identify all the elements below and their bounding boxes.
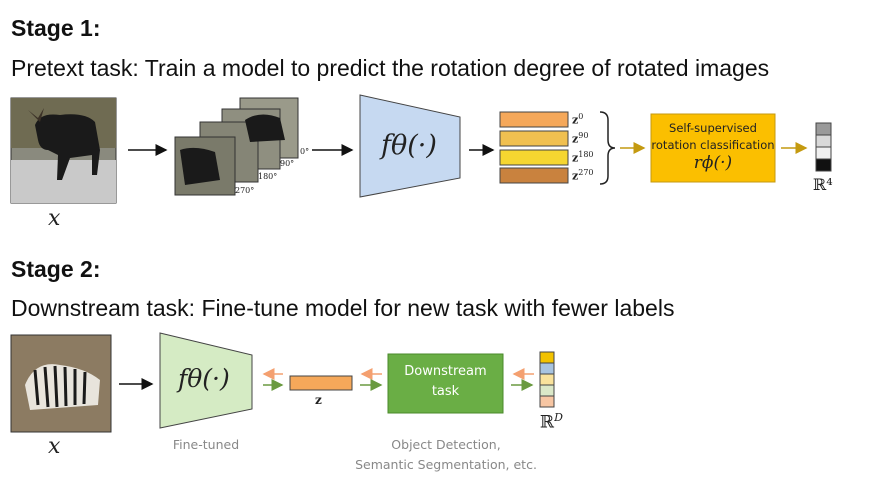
feature-bar-z [289,375,353,391]
feature-label-z180: z180 [572,150,594,165]
stage1-input-label: x [48,206,61,231]
stage1-title: Stage 1: [11,15,101,41]
rotation-label-0: 0° [300,147,310,156]
downstream-caption-line2: Semantic Segmentation, etc. [355,457,537,472]
feature-bar-z180 [499,149,569,166]
downstream-caption-line1: Object Detection, [391,437,501,452]
stage2-subtitle: Downstream task: Fine-tune model for new… [11,295,675,321]
encoder-stage1 [359,94,461,198]
stage2-input-label: x [48,434,61,459]
rotated-images-stack [174,97,299,196]
rotation-label-270: 270° [235,186,255,195]
feature-bar-z90 [499,130,569,147]
rotation-label-180: 180° [258,172,278,181]
encoder-stage1-label: fθ(·) [381,130,437,161]
output-space-r4: ℝ⁴ [813,175,833,194]
stage2-title: Stage 2: [11,256,101,282]
feature-label-z90: z90 [572,131,589,146]
rotation-classifier-box [650,113,776,183]
output-vector-r4 [815,122,832,172]
output-vector-rd [539,351,555,408]
feature-z-label: z [315,393,322,407]
zebra-image [10,334,112,433]
rotation-label-90: 90° [280,159,295,168]
feature-label-z0: z0 [572,112,584,127]
feature-bar-z0 [499,111,569,128]
output-space-rd: ℝD [540,411,563,433]
classifier-line2: rotation classification [651,138,775,152]
classifier-func: rϕ(·) [693,153,733,173]
encoder-stage2-label: fθ(·) [178,364,230,393]
stage1-subtitle: Pretext task: Train a model to predict t… [11,55,770,81]
classifier-line1: Self-supervised [669,121,757,135]
downstream-task-box [387,353,504,414]
downstream-line2: task [431,384,460,399]
feature-label-z270: z270 [572,168,594,183]
feature-bar-z270 [499,167,569,184]
encoder-caption: Fine-tuned [172,437,240,452]
encoder-stage2 [159,332,253,429]
downstream-line1: Downstream [404,364,487,379]
moose-image [10,97,117,204]
curly-brace [599,111,616,185]
